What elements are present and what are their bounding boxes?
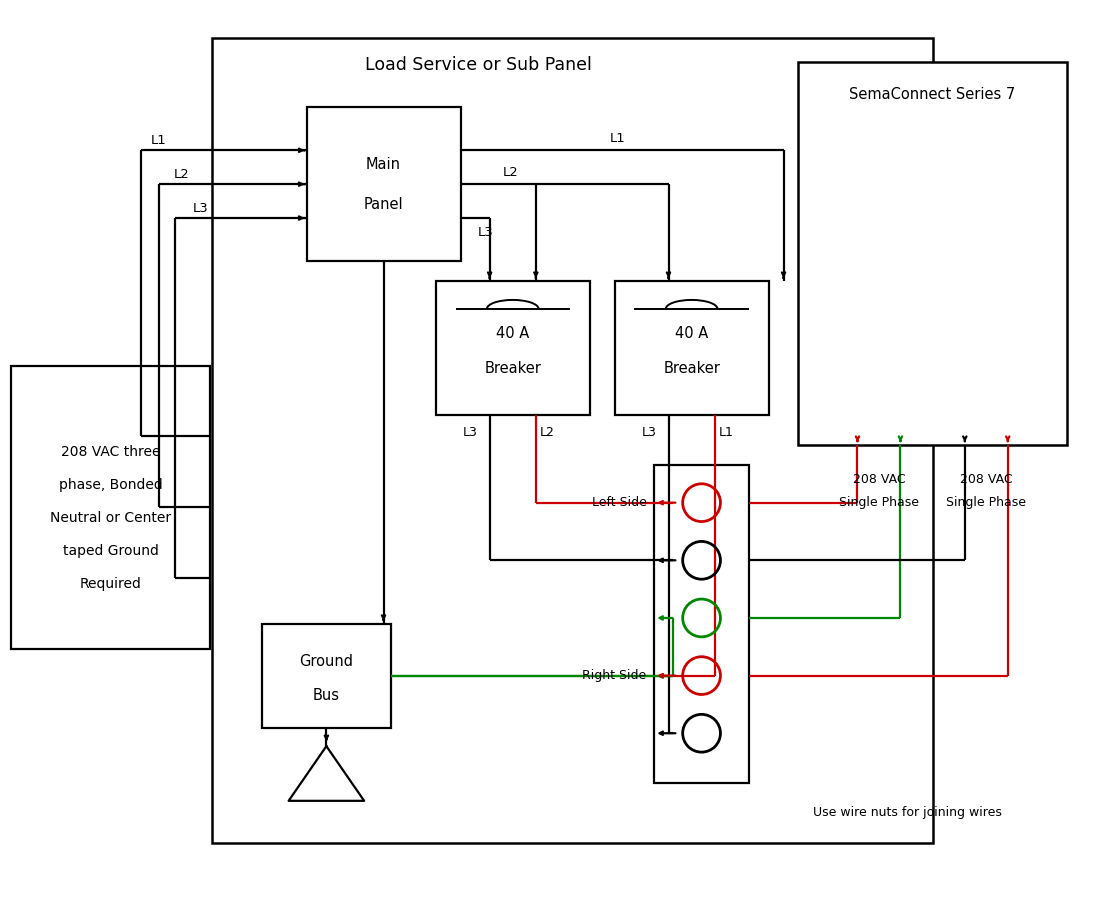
- Text: Ground: Ground: [299, 653, 353, 669]
- Text: L3: L3: [477, 227, 493, 239]
- Text: 40 A: 40 A: [675, 326, 708, 341]
- Text: Panel: Panel: [364, 196, 404, 211]
- Text: Breaker: Breaker: [663, 361, 720, 375]
- Text: 208 VAC: 208 VAC: [852, 473, 905, 486]
- Text: phase, Bonded: phase, Bonded: [59, 478, 163, 492]
- Text: L3: L3: [641, 426, 657, 438]
- Bar: [654, 465, 749, 783]
- Bar: [615, 281, 769, 415]
- Bar: [436, 281, 590, 415]
- Bar: [799, 62, 1067, 445]
- Text: Single Phase: Single Phase: [946, 496, 1026, 509]
- Text: taped Ground: taped Ground: [63, 544, 158, 558]
- Text: Use wire nuts for joining wires: Use wire nuts for joining wires: [813, 806, 1002, 819]
- Text: L2: L2: [503, 166, 518, 179]
- Text: Main: Main: [366, 157, 402, 172]
- Text: Neutral or Center: Neutral or Center: [51, 511, 172, 525]
- Text: Required: Required: [80, 577, 142, 590]
- Text: Single Phase: Single Phase: [839, 496, 918, 509]
- Text: L2: L2: [174, 167, 189, 181]
- Text: L1: L1: [718, 426, 734, 438]
- Text: Breaker: Breaker: [484, 361, 541, 375]
- Text: 40 A: 40 A: [496, 326, 529, 341]
- Text: Left Side: Left Side: [592, 496, 647, 509]
- Text: L3: L3: [192, 202, 208, 214]
- Text: 208 VAC: 208 VAC: [960, 473, 1013, 486]
- Text: L1: L1: [609, 131, 625, 145]
- Bar: [262, 624, 390, 728]
- Bar: [11, 365, 210, 649]
- Text: Load Service or Sub Panel: Load Service or Sub Panel: [365, 57, 592, 75]
- Bar: [307, 107, 461, 261]
- Text: 208 VAC three: 208 VAC three: [60, 446, 161, 460]
- Text: SemaConnect Series 7: SemaConnect Series 7: [849, 86, 1015, 102]
- Text: L1: L1: [151, 134, 166, 147]
- Bar: [212, 38, 933, 842]
- Text: L2: L2: [540, 426, 554, 438]
- Text: Right Side: Right Side: [582, 669, 647, 682]
- Text: Bus: Bus: [312, 688, 340, 704]
- Text: L3: L3: [463, 426, 477, 438]
